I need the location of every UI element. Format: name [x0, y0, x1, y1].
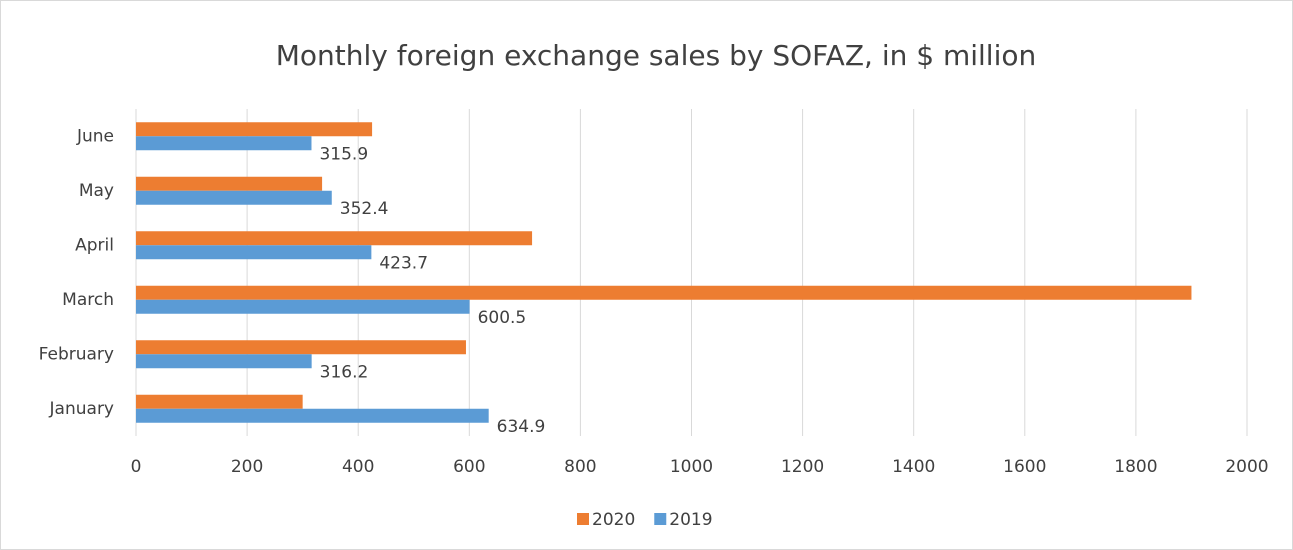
y-tick-label: March: [62, 290, 114, 310]
legend-label: 2019: [669, 510, 712, 530]
bar: [136, 285, 1192, 300]
data-label: 352.4: [340, 199, 389, 219]
y-tick-label: May: [79, 181, 114, 201]
x-tick-label: 0: [131, 457, 142, 477]
x-tick-label: 1800: [1114, 457, 1157, 477]
x-tick-label: 1200: [781, 457, 824, 477]
legend-swatch: [577, 513, 589, 525]
bar: [136, 408, 489, 423]
x-tick-label: 400: [342, 457, 374, 477]
legend-swatch: [654, 513, 667, 525]
bar: [136, 176, 323, 191]
x-tick-label: 2000: [1225, 457, 1268, 477]
x-tick-label: 1600: [1003, 457, 1046, 477]
data-label: 634.9: [497, 417, 546, 437]
bar: [136, 136, 312, 151]
data-label: 423.7: [379, 253, 428, 273]
bar: [136, 340, 466, 355]
x-tick-label: 200: [231, 457, 263, 477]
data-label: 600.5: [478, 308, 527, 328]
bar: [136, 299, 470, 314]
bar: [136, 394, 303, 409]
bar: [136, 122, 373, 137]
bar: [136, 354, 312, 369]
y-tick-label: April: [75, 235, 114, 255]
chart-title: Monthly foreign exchange sales by SOFAZ,…: [276, 39, 1036, 72]
data-label: 315.9: [319, 144, 368, 164]
legend-label: 2020: [592, 510, 635, 530]
x-tick-label: 1400: [892, 457, 935, 477]
bar: [136, 245, 372, 260]
data-label: 316.2: [320, 362, 369, 382]
bar: [136, 231, 533, 246]
x-tick-label: 800: [564, 457, 596, 477]
y-tick-label: January: [49, 399, 114, 419]
x-tick-label: 1000: [670, 457, 713, 477]
x-tick-label: 600: [453, 457, 485, 477]
y-tick-label: February: [39, 344, 114, 364]
y-tick-label: June: [76, 126, 114, 146]
bar: [136, 190, 332, 205]
